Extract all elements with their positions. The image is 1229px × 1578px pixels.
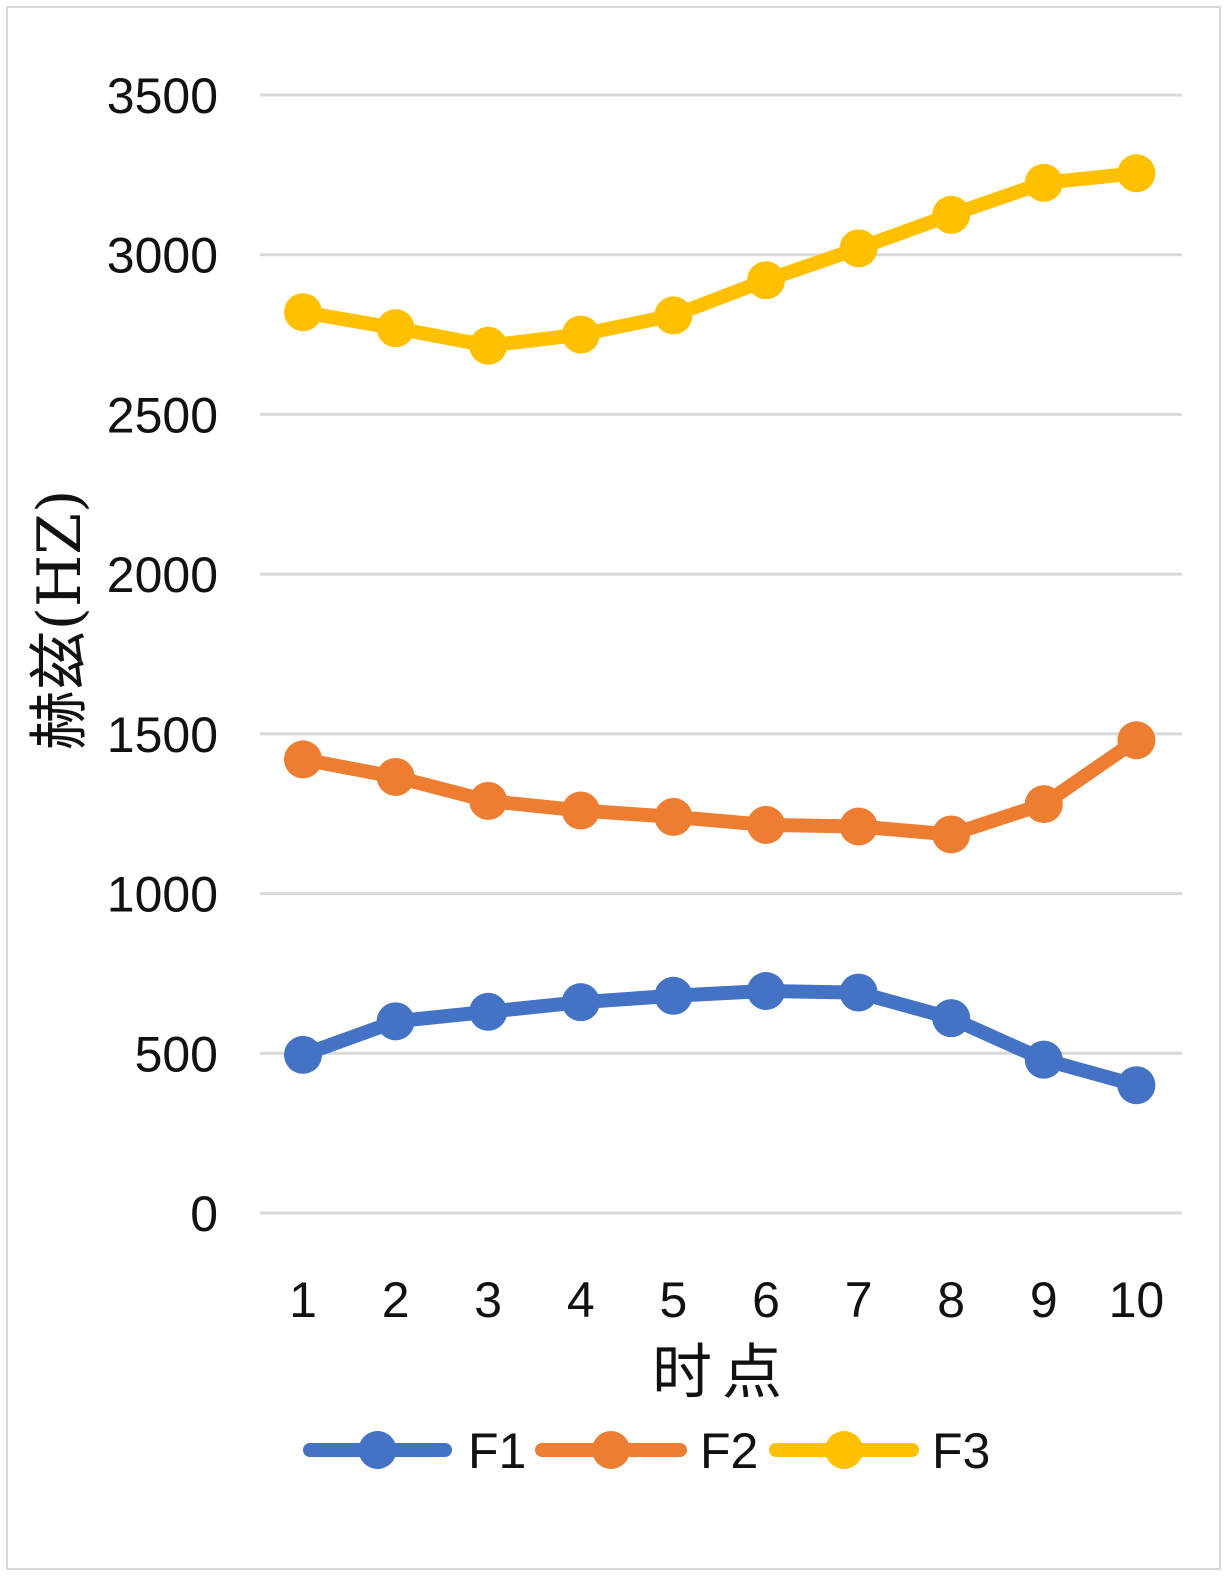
y-tick-label: 3500 bbox=[107, 68, 218, 124]
series-line bbox=[296, 733, 1144, 842]
data-point bbox=[469, 992, 508, 1031]
data-point bbox=[376, 757, 415, 796]
data-point bbox=[654, 296, 693, 335]
y-tick-label: 500 bbox=[135, 1026, 218, 1082]
legend-item-f1: F1 bbox=[303, 1423, 526, 1479]
data-point bbox=[284, 1035, 322, 1074]
legend-label: F1 bbox=[468, 1423, 526, 1479]
data-point bbox=[932, 999, 971, 1038]
y-tick-label: 1500 bbox=[107, 707, 218, 763]
data-point bbox=[1117, 721, 1156, 760]
y-tick-label: 2500 bbox=[107, 387, 218, 443]
data-point bbox=[561, 315, 600, 354]
data-point bbox=[1117, 154, 1156, 193]
x-tick-label: 5 bbox=[659, 1272, 687, 1328]
legend-marker bbox=[358, 1431, 397, 1469]
data-point bbox=[284, 293, 322, 332]
data-point bbox=[932, 815, 971, 854]
data-point bbox=[839, 807, 878, 846]
data-point bbox=[469, 781, 508, 820]
data-point bbox=[747, 971, 785, 1010]
x-axis-ticks: 1 2 3 4 5 6 7 8 9 10 bbox=[289, 1272, 1164, 1328]
legend-marker bbox=[825, 1431, 863, 1469]
data-point bbox=[932, 195, 971, 234]
y-tick-label: 2000 bbox=[107, 547, 218, 603]
data-point bbox=[654, 976, 693, 1015]
x-tick-label: 10 bbox=[1109, 1272, 1165, 1328]
data-point bbox=[376, 1002, 415, 1041]
data-point bbox=[376, 309, 415, 348]
x-tick-label: 8 bbox=[937, 1272, 965, 1328]
legend-item-f2: F2 bbox=[535, 1423, 758, 1479]
legend-label: F2 bbox=[700, 1423, 758, 1479]
y-axis-ticks: 0 500 1000 1500 2000 2500 3000 3500 bbox=[107, 68, 218, 1242]
data-point bbox=[1024, 1040, 1063, 1079]
x-tick-label: 2 bbox=[382, 1272, 410, 1328]
data-point bbox=[1024, 785, 1063, 824]
x-tick-label: 4 bbox=[567, 1272, 595, 1328]
series-line bbox=[296, 166, 1144, 353]
data-point bbox=[469, 326, 508, 365]
data-point bbox=[284, 740, 322, 779]
legend-label: F3 bbox=[932, 1423, 990, 1479]
x-tick-label: 1 bbox=[289, 1272, 317, 1328]
data-point bbox=[747, 261, 785, 300]
y-tick-label: 3000 bbox=[107, 228, 218, 284]
legend: F1 F2 F3 bbox=[303, 1423, 990, 1479]
data-point bbox=[839, 973, 878, 1012]
chart-frame bbox=[6, 6, 1221, 1570]
data-point bbox=[561, 791, 600, 830]
x-tick-label: 9 bbox=[1030, 1272, 1058, 1328]
series-line bbox=[296, 983, 1144, 1093]
data-point bbox=[654, 797, 693, 836]
x-tick-label: 7 bbox=[845, 1272, 873, 1328]
x-tick-label: 3 bbox=[474, 1272, 502, 1328]
x-axis-title: 时点 bbox=[652, 1338, 792, 1408]
series-group bbox=[284, 154, 1156, 1105]
legend-marker bbox=[592, 1431, 630, 1469]
data-point bbox=[561, 983, 600, 1022]
series-f1 bbox=[284, 971, 1156, 1105]
y-tick-label: 0 bbox=[190, 1186, 218, 1242]
data-point bbox=[1117, 1066, 1156, 1105]
y-axis-title: 赫兹(HZ) bbox=[25, 490, 95, 751]
legend-item-f3: F3 bbox=[769, 1423, 990, 1479]
data-point bbox=[747, 805, 785, 844]
y-tick-label: 1000 bbox=[107, 867, 218, 923]
data-point bbox=[839, 229, 878, 268]
x-tick-label: 6 bbox=[752, 1272, 780, 1328]
series-f3 bbox=[284, 154, 1156, 365]
data-point bbox=[1024, 163, 1063, 202]
series-f2 bbox=[284, 721, 1156, 854]
